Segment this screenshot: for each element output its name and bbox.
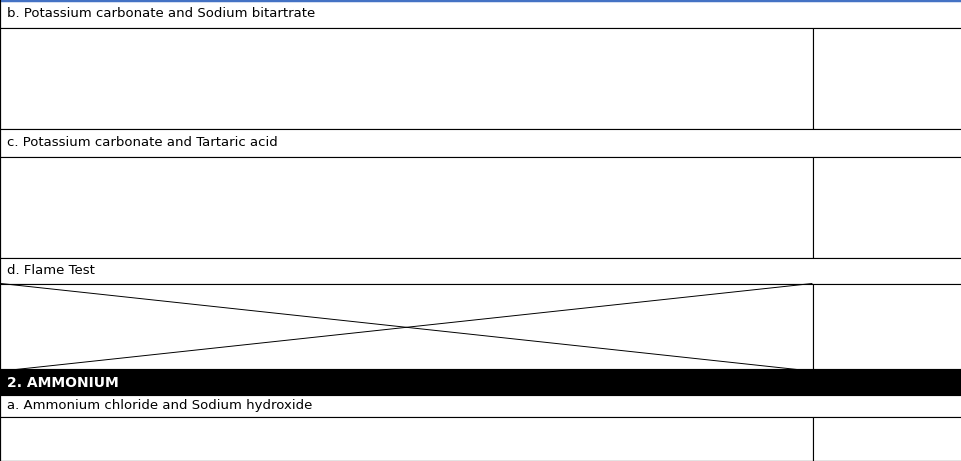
Text: 2. AMMONIUM: 2. AMMONIUM bbox=[7, 376, 118, 390]
Text: c. Potassium carbonate and Tartaric acid: c. Potassium carbonate and Tartaric acid bbox=[7, 136, 277, 149]
Bar bbox=[0, 394, 961, 417]
Bar bbox=[812, 284, 961, 371]
Bar bbox=[0, 28, 812, 129]
Bar bbox=[812, 417, 961, 461]
Bar bbox=[0, 258, 961, 284]
Bar bbox=[812, 28, 961, 129]
Text: a. Ammonium chloride and Sodium hydroxide: a. Ammonium chloride and Sodium hydroxid… bbox=[7, 399, 311, 412]
Bar bbox=[0, 129, 961, 157]
Text: b. Potassium carbonate and Sodium bitartrate: b. Potassium carbonate and Sodium bitart… bbox=[7, 7, 314, 20]
Bar bbox=[0, 157, 812, 258]
Bar bbox=[0, 284, 812, 371]
Bar bbox=[0, 417, 812, 461]
Bar bbox=[0, 0, 961, 28]
Bar bbox=[0, 371, 961, 394]
Text: d. Flame Test: d. Flame Test bbox=[7, 264, 94, 278]
Bar bbox=[812, 157, 961, 258]
